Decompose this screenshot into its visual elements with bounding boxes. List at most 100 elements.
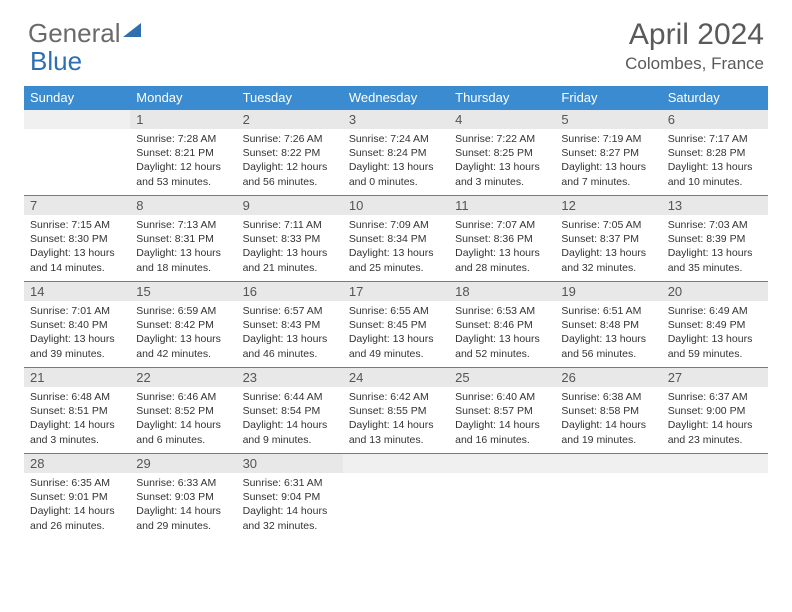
daylight-text: Daylight: 13 hours — [455, 246, 549, 260]
sunrise-text: Sunrise: 6:35 AM — [30, 476, 124, 490]
sunrise-text: Sunrise: 6:59 AM — [136, 304, 230, 318]
daylight-text-2: and 16 minutes. — [455, 433, 549, 447]
day-header: Sunday — [24, 86, 130, 110]
daylight-text: Daylight: 13 hours — [136, 332, 230, 346]
logo-text-1: General — [28, 18, 121, 49]
daylight-text-2: and 56 minutes. — [561, 347, 655, 361]
day-header-row: Sunday Monday Tuesday Wednesday Thursday… — [24, 86, 768, 110]
calendar-cell: 25Sunrise: 6:40 AMSunset: 8:57 PMDayligh… — [449, 368, 555, 454]
calendar-cell: 15Sunrise: 6:59 AMSunset: 8:42 PMDayligh… — [130, 282, 236, 368]
daylight-text-2: and 56 minutes. — [243, 175, 337, 189]
sunset-text: Sunset: 9:00 PM — [668, 404, 762, 418]
calendar-cell: 20Sunrise: 6:49 AMSunset: 8:49 PMDayligh… — [662, 282, 768, 368]
daylight-text: Daylight: 13 hours — [455, 160, 549, 174]
calendar-cell — [24, 110, 130, 196]
daylight-text: Daylight: 13 hours — [668, 160, 762, 174]
daylight-text-2: and 3 minutes. — [30, 433, 124, 447]
day-details: Sunrise: 7:03 AMSunset: 8:39 PMDaylight:… — [662, 215, 768, 279]
day-number: 22 — [130, 368, 236, 387]
sunrise-text: Sunrise: 6:40 AM — [455, 390, 549, 404]
calendar-cell — [662, 454, 768, 540]
daylight-text-2: and 35 minutes. — [668, 261, 762, 275]
sunrise-text: Sunrise: 7:28 AM — [136, 132, 230, 146]
day-header: Saturday — [662, 86, 768, 110]
sunrise-text: Sunrise: 6:46 AM — [136, 390, 230, 404]
sunset-text: Sunset: 8:58 PM — [561, 404, 655, 418]
day-details: Sunrise: 6:33 AMSunset: 9:03 PMDaylight:… — [130, 473, 236, 537]
daylight-text-2: and 42 minutes. — [136, 347, 230, 361]
sunrise-text: Sunrise: 7:09 AM — [349, 218, 443, 232]
daylight-text-2: and 32 minutes. — [243, 519, 337, 533]
day-details: Sunrise: 7:24 AMSunset: 8:24 PMDaylight:… — [343, 129, 449, 193]
daylight-text-2: and 53 minutes. — [136, 175, 230, 189]
daylight-text-2: and 23 minutes. — [668, 433, 762, 447]
calendar-row: 1Sunrise: 7:28 AMSunset: 8:21 PMDaylight… — [24, 110, 768, 196]
calendar-cell: 5Sunrise: 7:19 AMSunset: 8:27 PMDaylight… — [555, 110, 661, 196]
day-number: 10 — [343, 196, 449, 215]
daylight-text: Daylight: 13 hours — [561, 246, 655, 260]
day-details: Sunrise: 7:13 AMSunset: 8:31 PMDaylight:… — [130, 215, 236, 279]
daylight-text-2: and 32 minutes. — [561, 261, 655, 275]
day-details: Sunrise: 6:59 AMSunset: 8:42 PMDaylight:… — [130, 301, 236, 365]
sunset-text: Sunset: 8:45 PM — [349, 318, 443, 332]
day-number-blank — [449, 454, 555, 473]
daylight-text: Daylight: 14 hours — [349, 418, 443, 432]
day-number: 7 — [24, 196, 130, 215]
sunrise-text: Sunrise: 6:42 AM — [349, 390, 443, 404]
day-header: Tuesday — [237, 86, 343, 110]
day-details: Sunrise: 6:46 AMSunset: 8:52 PMDaylight:… — [130, 387, 236, 451]
day-details: Sunrise: 6:35 AMSunset: 9:01 PMDaylight:… — [24, 473, 130, 537]
calendar-cell: 7Sunrise: 7:15 AMSunset: 8:30 PMDaylight… — [24, 196, 130, 282]
sunrise-text: Sunrise: 6:33 AM — [136, 476, 230, 490]
day-number: 27 — [662, 368, 768, 387]
sunrise-text: Sunrise: 7:11 AM — [243, 218, 337, 232]
sunrise-text: Sunrise: 7:03 AM — [668, 218, 762, 232]
daylight-text: Daylight: 13 hours — [561, 160, 655, 174]
day-details: Sunrise: 7:11 AMSunset: 8:33 PMDaylight:… — [237, 215, 343, 279]
day-number: 15 — [130, 282, 236, 301]
sunset-text: Sunset: 9:04 PM — [243, 490, 337, 504]
daylight-text-2: and 7 minutes. — [561, 175, 655, 189]
calendar-cell: 22Sunrise: 6:46 AMSunset: 8:52 PMDayligh… — [130, 368, 236, 454]
calendar-row: 28Sunrise: 6:35 AMSunset: 9:01 PMDayligh… — [24, 454, 768, 540]
sunrise-text: Sunrise: 7:19 AM — [561, 132, 655, 146]
daylight-text: Daylight: 13 hours — [668, 332, 762, 346]
sunset-text: Sunset: 8:51 PM — [30, 404, 124, 418]
day-details: Sunrise: 7:09 AMSunset: 8:34 PMDaylight:… — [343, 215, 449, 279]
day-number: 20 — [662, 282, 768, 301]
day-number: 4 — [449, 110, 555, 129]
day-details: Sunrise: 6:37 AMSunset: 9:00 PMDaylight:… — [662, 387, 768, 451]
daylight-text: Daylight: 13 hours — [668, 246, 762, 260]
day-number: 19 — [555, 282, 661, 301]
daylight-text-2: and 6 minutes. — [136, 433, 230, 447]
sunrise-text: Sunrise: 7:13 AM — [136, 218, 230, 232]
calendar-cell: 26Sunrise: 6:38 AMSunset: 8:58 PMDayligh… — [555, 368, 661, 454]
logo: General — [28, 18, 141, 49]
day-details: Sunrise: 7:01 AMSunset: 8:40 PMDaylight:… — [24, 301, 130, 365]
daylight-text: Daylight: 14 hours — [30, 418, 124, 432]
daylight-text-2: and 49 minutes. — [349, 347, 443, 361]
sunset-text: Sunset: 8:28 PM — [668, 146, 762, 160]
daylight-text-2: and 19 minutes. — [561, 433, 655, 447]
day-number: 21 — [24, 368, 130, 387]
calendar-table: Sunday Monday Tuesday Wednesday Thursday… — [24, 86, 768, 540]
sunset-text: Sunset: 9:01 PM — [30, 490, 124, 504]
day-details: Sunrise: 6:44 AMSunset: 8:54 PMDaylight:… — [237, 387, 343, 451]
daylight-text: Daylight: 14 hours — [243, 418, 337, 432]
daylight-text-2: and 28 minutes. — [455, 261, 549, 275]
daylight-text: Daylight: 13 hours — [136, 246, 230, 260]
calendar-cell: 28Sunrise: 6:35 AMSunset: 9:01 PMDayligh… — [24, 454, 130, 540]
daylight-text-2: and 9 minutes. — [243, 433, 337, 447]
calendar-cell: 9Sunrise: 7:11 AMSunset: 8:33 PMDaylight… — [237, 196, 343, 282]
sunrise-text: Sunrise: 6:53 AM — [455, 304, 549, 318]
day-details: Sunrise: 7:19 AMSunset: 8:27 PMDaylight:… — [555, 129, 661, 193]
sunrise-text: Sunrise: 7:01 AM — [30, 304, 124, 318]
sunrise-text: Sunrise: 6:38 AM — [561, 390, 655, 404]
daylight-text-2: and 21 minutes. — [243, 261, 337, 275]
daylight-text-2: and 18 minutes. — [136, 261, 230, 275]
calendar-cell: 14Sunrise: 7:01 AMSunset: 8:40 PMDayligh… — [24, 282, 130, 368]
daylight-text-2: and 46 minutes. — [243, 347, 337, 361]
day-number: 13 — [662, 196, 768, 215]
day-details: Sunrise: 6:49 AMSunset: 8:49 PMDaylight:… — [662, 301, 768, 365]
day-details: Sunrise: 6:51 AMSunset: 8:48 PMDaylight:… — [555, 301, 661, 365]
